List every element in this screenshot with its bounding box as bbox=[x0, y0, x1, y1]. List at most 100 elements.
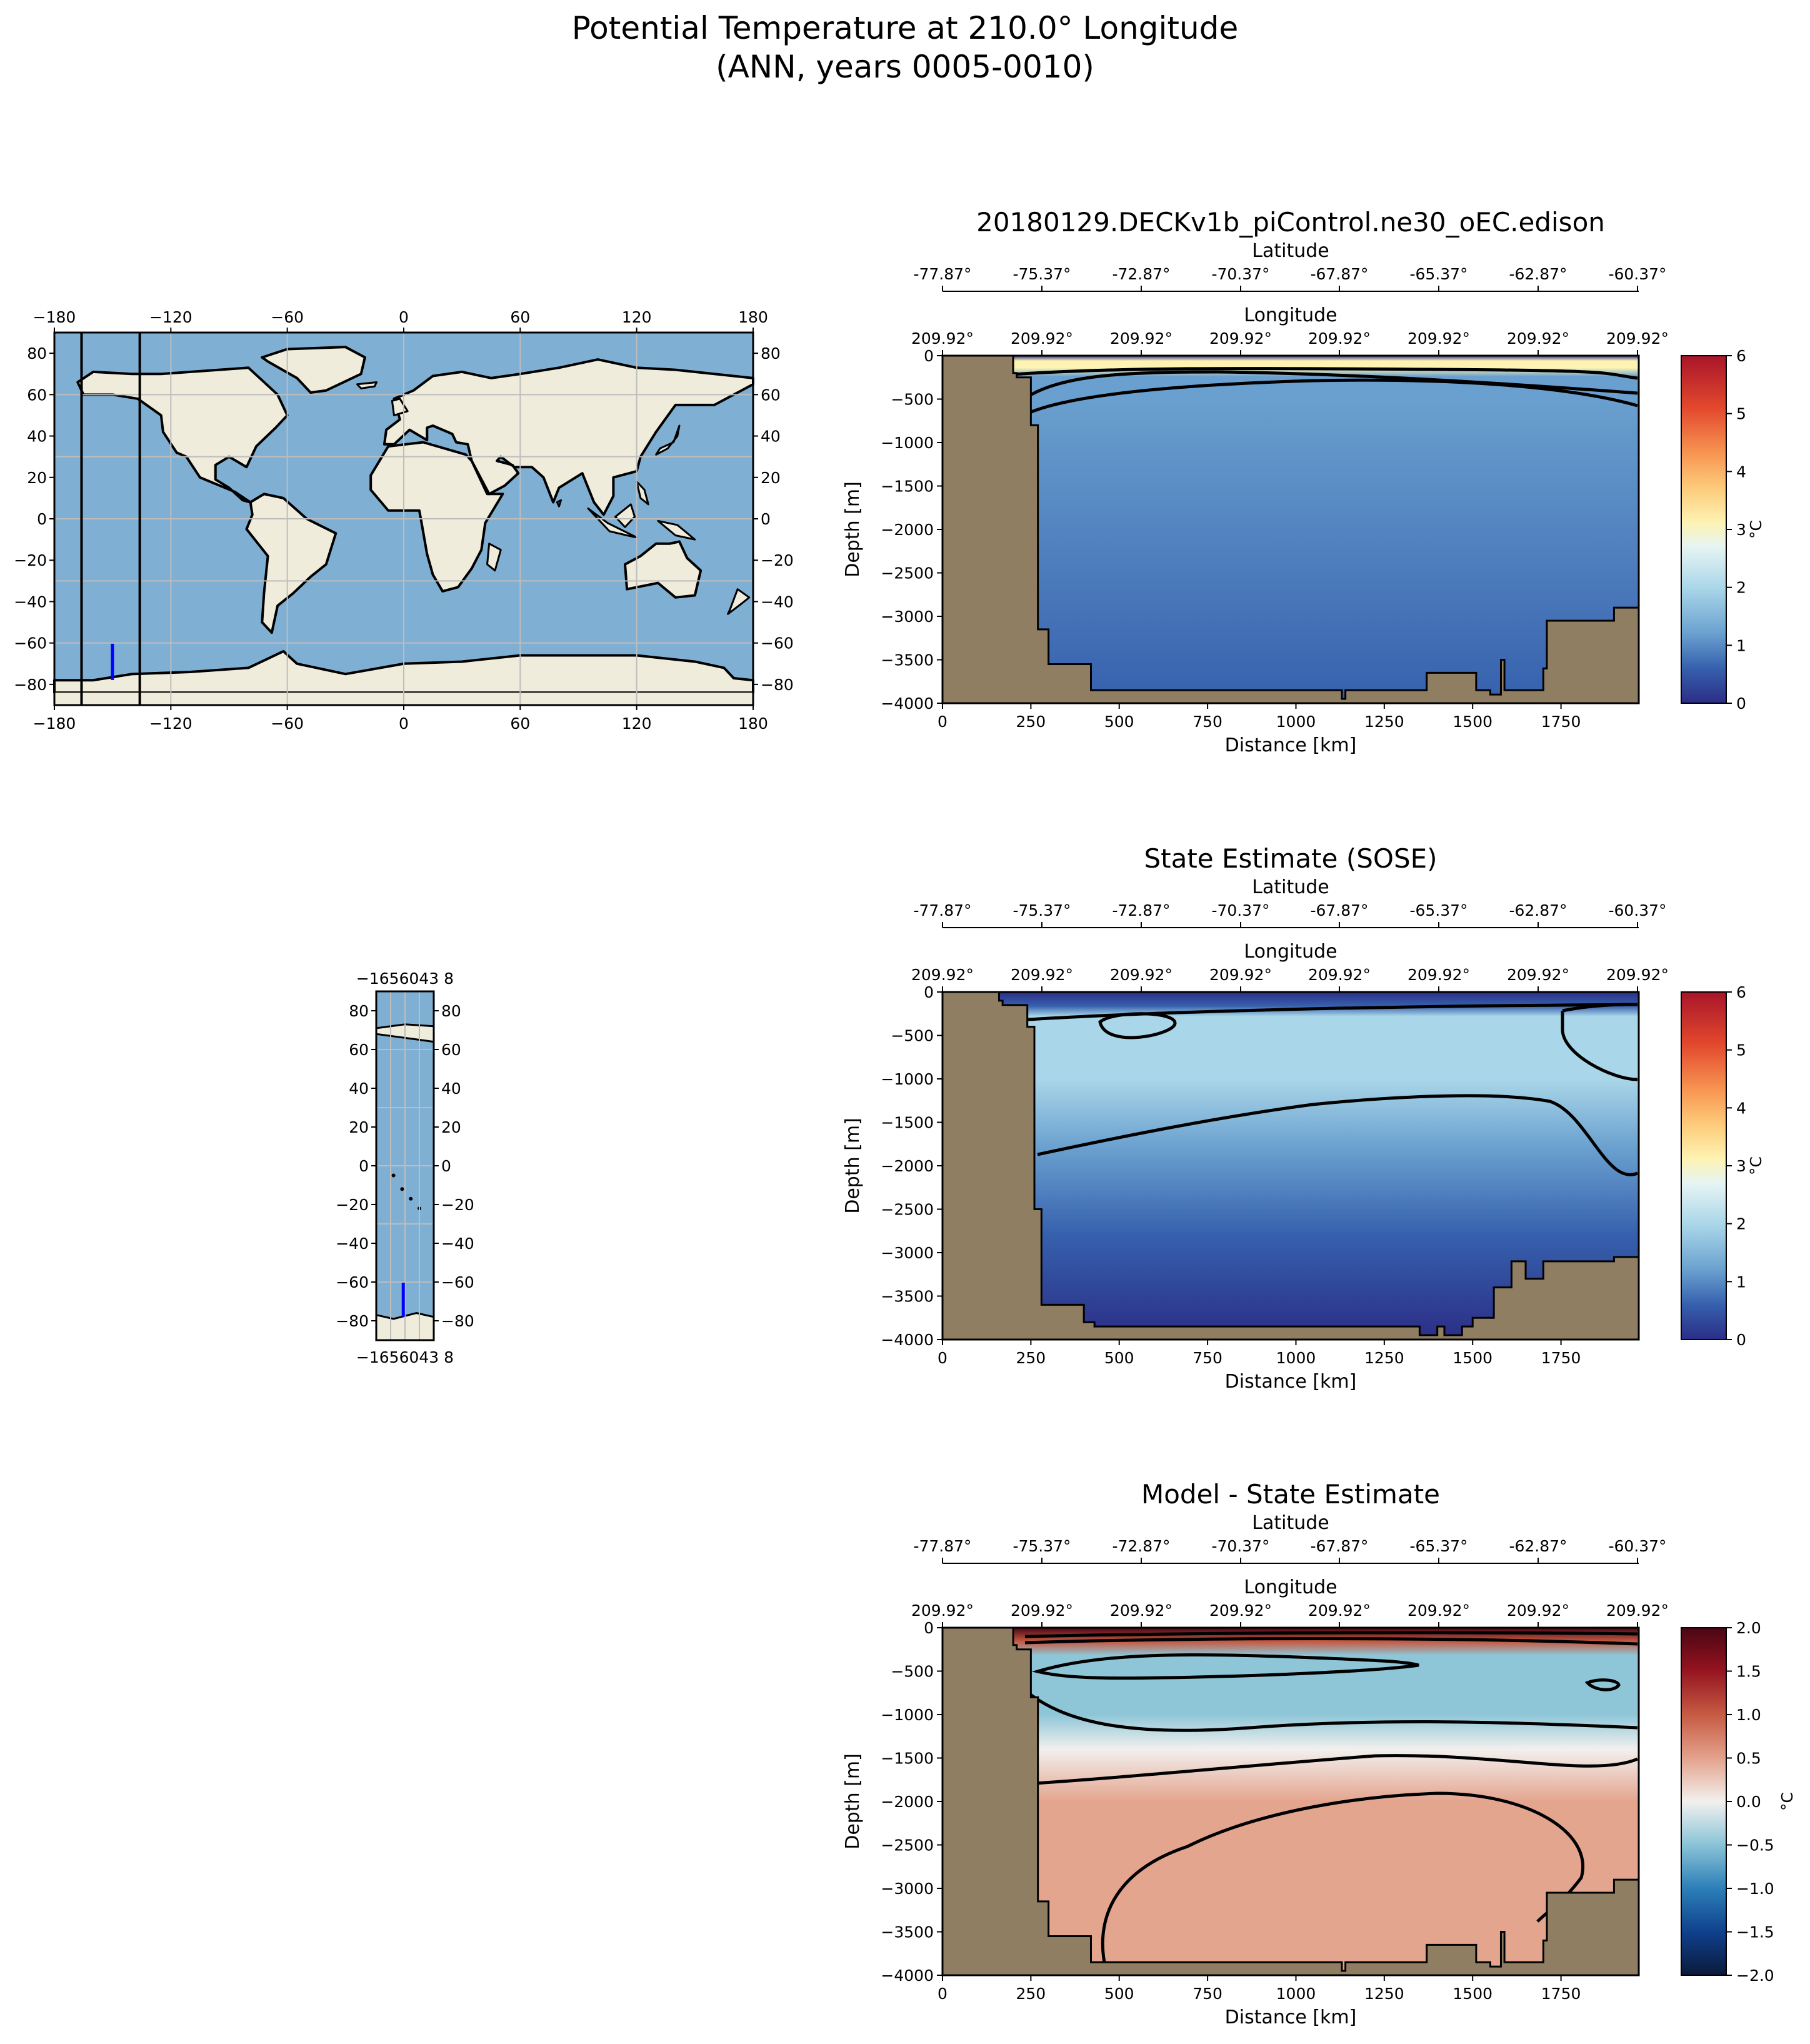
island-borneo bbox=[614, 503, 636, 528]
x-tick-label: 1500 bbox=[1452, 713, 1492, 731]
y-tick-label: 0 bbox=[924, 1619, 934, 1637]
map-x-tick-label-bottom: 60 bbox=[510, 714, 530, 733]
lat-tick-label: -75.37° bbox=[1012, 265, 1071, 283]
y-tick-label: −3000 bbox=[881, 608, 934, 626]
lat-tick-label: -65.37° bbox=[1409, 901, 1468, 919]
lat-tick-label: -65.37° bbox=[1409, 1537, 1468, 1555]
map-x-tick-label-bottom: 120 bbox=[622, 714, 652, 733]
map-x-tick-label-top: 0 bbox=[399, 308, 409, 326]
x-tick-label: 1000 bbox=[1276, 1985, 1316, 2003]
lon-tick-label: 209.92° bbox=[1606, 1601, 1669, 1620]
lon-tick-label: 209.92° bbox=[1011, 966, 1073, 984]
map-y-tick-label-right: −60 bbox=[761, 634, 794, 653]
section-contour bbox=[1024, 1637, 1638, 1646]
y-tick-label: −1000 bbox=[881, 434, 934, 452]
lat-tick-label: -75.37° bbox=[1012, 901, 1071, 919]
colorbar-label: °C bbox=[1747, 520, 1765, 539]
lat-tick-label: -70.37° bbox=[1211, 1537, 1269, 1555]
map-y-tick-label-right: 60 bbox=[761, 386, 781, 404]
lat-tick-label: -65.37° bbox=[1409, 265, 1468, 283]
x-tick-label: 0 bbox=[938, 1349, 948, 1367]
inset-x-tick-label-bottom: −1656043 8 bbox=[356, 1348, 454, 1366]
lon-tick-label: 209.92° bbox=[1011, 1601, 1073, 1620]
lon-tick-label: 209.92° bbox=[1308, 329, 1371, 348]
lon-axis-label: Longitude bbox=[1244, 941, 1337, 963]
inset-y-tick-label-right: 60 bbox=[441, 1041, 461, 1059]
section-contour bbox=[1037, 1094, 1638, 1176]
y-tick-label: 0 bbox=[924, 983, 934, 1001]
y-tick-label: −500 bbox=[891, 1663, 934, 1681]
lon-tick-label: 209.92° bbox=[911, 1601, 974, 1620]
lon-tick-label: 209.92° bbox=[911, 966, 974, 984]
map-y-tick-label-right: 40 bbox=[761, 428, 781, 446]
y-tick-label: −2000 bbox=[881, 521, 934, 539]
x-tick-label: 1250 bbox=[1364, 713, 1404, 731]
colorbar-tick-label: 4 bbox=[1736, 463, 1746, 481]
y-tick-label: −3000 bbox=[881, 1880, 934, 1898]
section-contour bbox=[1028, 378, 1638, 415]
y-tick-label: −2000 bbox=[881, 1793, 934, 1811]
map-x-tick-label-top: 120 bbox=[622, 308, 652, 326]
y-tick-label: −4000 bbox=[881, 1331, 934, 1349]
inset-y-tick-label-right: −20 bbox=[441, 1196, 474, 1214]
colorbar-tick-label: 1.5 bbox=[1736, 1663, 1761, 1681]
map-y-tick-label-left: 60 bbox=[27, 386, 47, 404]
section-contour bbox=[1024, 1689, 1638, 1732]
lat-tick-label: -72.87° bbox=[1112, 1537, 1170, 1555]
map-x-tick-label-bottom: −120 bbox=[149, 714, 192, 733]
inset-y-tick-label-left: −40 bbox=[336, 1235, 369, 1253]
figure-title-line1: Potential Temperature at 210.0° Longitud… bbox=[571, 10, 1239, 46]
y-tick-label: −4000 bbox=[881, 694, 934, 713]
x-tick-label: 250 bbox=[1016, 713, 1046, 731]
lon-tick-label: 209.92° bbox=[1408, 1601, 1470, 1620]
lat-tick-label: -75.37° bbox=[1012, 1537, 1071, 1555]
lat-tick-label: -77.87° bbox=[913, 265, 971, 283]
colorbar-tick-label: 4 bbox=[1736, 1099, 1746, 1117]
lon-tick-label: 209.92° bbox=[1507, 966, 1569, 984]
lon-tick-label: 209.92° bbox=[1110, 966, 1172, 984]
colorbar-label: °C bbox=[1747, 1156, 1765, 1175]
colorbar-tick-label: 1 bbox=[1736, 636, 1746, 654]
colorbar bbox=[1681, 355, 1727, 704]
inset-y-tick-label-right: −80 bbox=[441, 1312, 474, 1330]
island-new-guinea bbox=[657, 519, 696, 541]
map-x-tick-label-top: −120 bbox=[149, 308, 192, 326]
colorbar-tick-label: −1.0 bbox=[1736, 1880, 1774, 1898]
colorbar-tick-label: 0 bbox=[1736, 694, 1746, 713]
lat-tick-label: -67.87° bbox=[1310, 1537, 1368, 1555]
y-tick-label: −500 bbox=[891, 391, 934, 409]
inset-y-tick-label-left: 0 bbox=[359, 1157, 369, 1175]
map-y-tick-label-left: 40 bbox=[27, 428, 47, 446]
colorbar-tick-label: 2.0 bbox=[1736, 1619, 1761, 1637]
y-tick-label: −500 bbox=[891, 1027, 934, 1045]
lon-tick-label: 209.92° bbox=[1308, 1601, 1371, 1620]
map-y-tick-label-left: −80 bbox=[14, 676, 47, 694]
x-tick-label: 1750 bbox=[1541, 1349, 1581, 1367]
lat-tick-label: -62.87° bbox=[1509, 901, 1567, 919]
y-axis-label: Depth [m] bbox=[842, 1753, 864, 1850]
colorbar-tick-label: 3 bbox=[1736, 1157, 1746, 1175]
panel-title: Model - State Estimate bbox=[1141, 1479, 1440, 1510]
inset-y-tick-label-right: 80 bbox=[441, 1002, 461, 1020]
lat-tick-label: -72.87° bbox=[1112, 265, 1170, 283]
x-axis-label: Distance [km] bbox=[1225, 2006, 1357, 2028]
world-map: −180 −180 −120 −120 −60 −60 0 0 60 60 120 120 180 180… bbox=[14, 308, 794, 733]
section-contour bbox=[1584, 1678, 1621, 1691]
x-tick-label: 500 bbox=[1104, 1349, 1134, 1367]
y-tick-label: −3500 bbox=[881, 1923, 934, 1941]
lat-axis-label: Latitude bbox=[1252, 876, 1329, 898]
map-y-tick-label-left: 20 bbox=[27, 469, 47, 487]
inset-x-tick-label-top: −1656043 8 bbox=[356, 969, 454, 988]
colorbar-tick-label: 6 bbox=[1736, 347, 1746, 365]
lon-tick-label: 209.92° bbox=[1110, 329, 1172, 348]
map-y-tick-label-left: 80 bbox=[27, 344, 47, 363]
map-x-tick-label-bottom: 180 bbox=[738, 714, 768, 733]
lon-tick-label: 209.92° bbox=[911, 329, 974, 348]
map-y-tick-label-right: −80 bbox=[761, 676, 794, 694]
y-tick-label: −4000 bbox=[881, 1966, 934, 1985]
lon-tick-label: 209.92° bbox=[1209, 1601, 1272, 1620]
inset-y-tick-label-left: 60 bbox=[349, 1041, 369, 1059]
y-tick-label: −2500 bbox=[881, 1836, 934, 1855]
